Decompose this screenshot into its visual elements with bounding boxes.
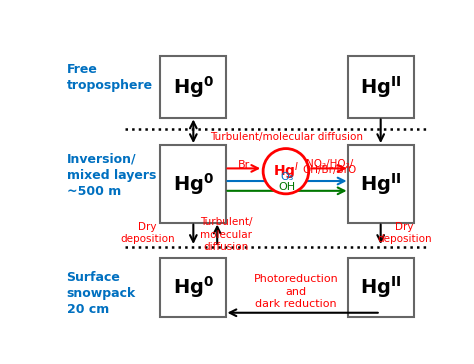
Text: $\mathbf{Hg}^{\mathbf{II}}$: $\mathbf{Hg}^{\mathbf{II}}$ [360,171,401,197]
FancyBboxPatch shape [160,145,227,223]
FancyBboxPatch shape [160,258,227,317]
Text: OH: OH [278,182,296,192]
Text: $\mathbf{Hg}^{\mathbf{II}}$: $\mathbf{Hg}^{\mathbf{II}}$ [360,74,401,100]
Text: $\mathbf{Hg}^{\mathbf{0}}$: $\mathbf{Hg}^{\mathbf{0}}$ [173,274,214,300]
Text: Br: Br [238,160,250,170]
Text: Photoreduction
and
dark reduction: Photoreduction and dark reduction [254,274,338,309]
FancyBboxPatch shape [160,56,227,118]
Text: Surface
snowpack
20 cm: Surface snowpack 20 cm [66,270,136,316]
Text: $\mathbf{Hg}^{\mathbf{II}}$: $\mathbf{Hg}^{\mathbf{II}}$ [360,274,401,300]
Ellipse shape [263,149,309,194]
Text: $\mathbf{Hg}^{\mathit{I}}$: $\mathbf{Hg}^{\mathit{I}}$ [273,161,299,182]
Text: OH/Br/BrO: OH/Br/BrO [302,165,356,175]
Text: Dry
deposition: Dry deposition [120,222,175,244]
Text: Dry
deposition: Dry deposition [377,222,432,244]
Text: $\mathbf{Hg}^{\mathbf{0}}$: $\mathbf{Hg}^{\mathbf{0}}$ [173,171,214,197]
FancyBboxPatch shape [347,56,414,118]
Text: $\mathbf{Hg}^{\mathbf{0}}$: $\mathbf{Hg}^{\mathbf{0}}$ [173,74,214,100]
FancyBboxPatch shape [347,145,414,223]
Text: Turbulent/molecular diffusion: Turbulent/molecular diffusion [210,132,364,142]
FancyBboxPatch shape [347,258,414,317]
Text: O₃: O₃ [280,173,294,182]
Text: NO₂/HO₂/: NO₂/HO₂/ [306,159,353,169]
Text: Turbulent/
molecular
diffusion: Turbulent/ molecular diffusion [200,217,253,252]
Text: Inversion/
mixed layers
~500 m: Inversion/ mixed layers ~500 m [66,153,156,198]
Text: Free
troposphere: Free troposphere [66,63,153,92]
